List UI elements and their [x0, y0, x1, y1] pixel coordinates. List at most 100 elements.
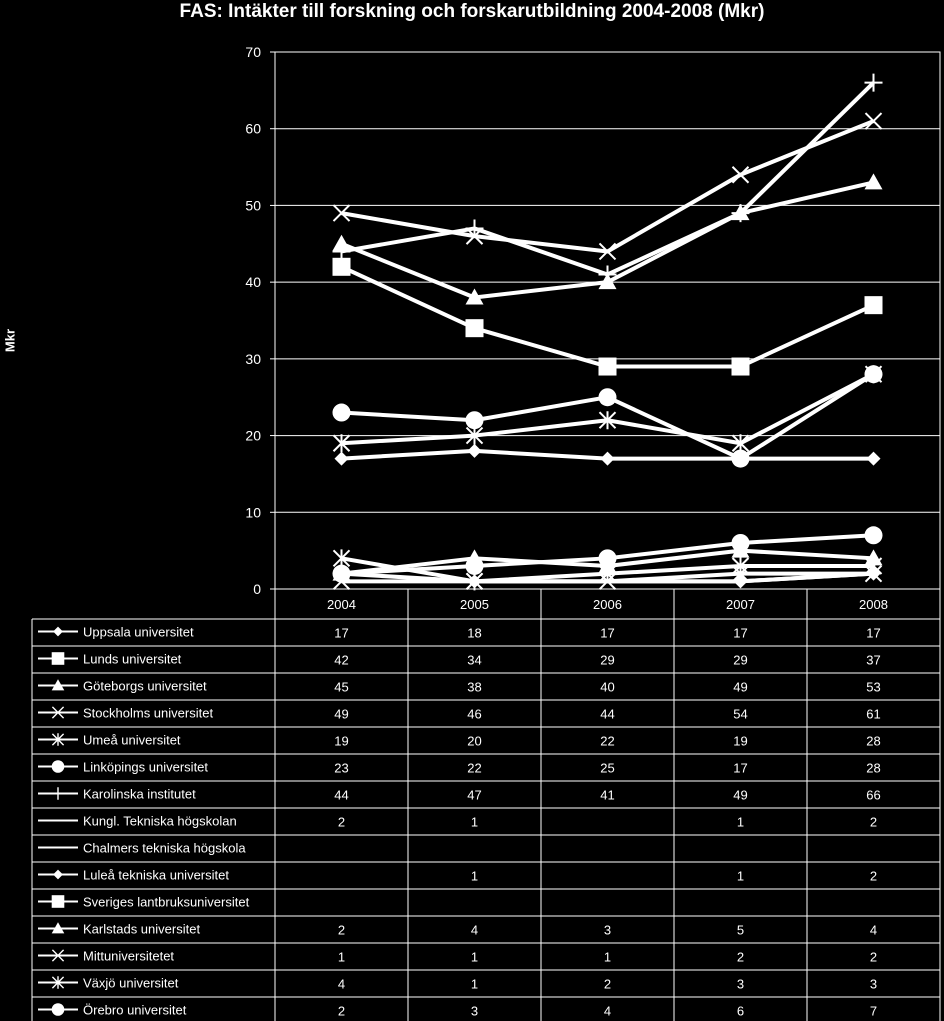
data-label: 4: [471, 923, 478, 938]
y-tick-label: 70: [245, 44, 261, 60]
data-point: [332, 257, 351, 276]
data-point: [731, 434, 750, 453]
legend-entry: Karlstads universitet: [83, 922, 200, 937]
data-label: 29: [600, 653, 614, 668]
series: [332, 73, 883, 284]
data-point: [731, 357, 750, 376]
legend-key-marker: [51, 733, 65, 746]
series-line: [341, 81, 875, 277]
data-label: 2: [338, 1004, 345, 1019]
data-label: 2: [870, 869, 877, 884]
series: [334, 443, 881, 466]
data-point: [731, 166, 750, 184]
data-label: 23: [334, 761, 348, 776]
data-label: 6: [737, 1004, 744, 1019]
legend-entry: Lunds universitet: [83, 652, 182, 667]
data-point: [598, 549, 617, 568]
legend-key-marker: [53, 626, 63, 637]
data-label: 19: [334, 734, 348, 749]
x-tick-label: 2008: [859, 597, 888, 612]
data-point: [733, 574, 748, 589]
series: [332, 257, 883, 376]
y-tick-label: 50: [245, 197, 261, 213]
legend-key-marker: [51, 976, 65, 989]
legend-entry: Växjö universitet: [83, 976, 179, 991]
data-point: [465, 288, 484, 305]
data-point: [334, 451, 349, 466]
legend-entry: Umeå universitet: [83, 733, 181, 748]
data-point: [465, 426, 484, 445]
data-label: 3: [870, 977, 877, 992]
y-tick-label: 10: [245, 504, 261, 520]
data-point: [731, 556, 750, 575]
data-label: 1: [471, 950, 478, 965]
data-point: [864, 556, 883, 575]
data-label: 2: [338, 815, 345, 830]
legend-key-marker: [51, 787, 65, 800]
data-label: 34: [467, 653, 481, 668]
legend-entry: Linköpings universitet: [83, 760, 208, 775]
data-label: 49: [334, 707, 348, 722]
data-label: 1: [737, 869, 744, 884]
legend-key-marker: [51, 706, 65, 719]
y-tick-label: 40: [245, 274, 261, 290]
y-tick-label: 20: [245, 428, 261, 444]
data-point: [731, 533, 750, 552]
data-label: 47: [467, 788, 481, 803]
data-label: 49: [733, 680, 747, 695]
data-label: 38: [467, 680, 481, 695]
data-label: 22: [467, 761, 481, 776]
data-label: 1: [338, 950, 345, 965]
data-label: 2: [338, 923, 345, 938]
data-label: 19: [733, 734, 747, 749]
legend-entry: Göteborgs universitet: [83, 679, 207, 694]
data-point: [864, 173, 883, 190]
data-point: [731, 449, 750, 468]
series: [332, 526, 883, 583]
data-label: 25: [600, 761, 614, 776]
legend-entry: Kungl. Tekniska högskolan: [83, 814, 237, 829]
data-table: 2004 2005 2006 2007 2008 Uppsala universitet 1…: [31, 589, 941, 1021]
data-label: 3: [737, 977, 744, 992]
data-label: 42: [334, 653, 348, 668]
data-label: 49: [733, 788, 747, 803]
data-point: [465, 219, 484, 238]
data-point: [864, 296, 883, 315]
legend-key-marker: [51, 895, 65, 908]
data-label: 17: [334, 626, 348, 641]
data-label: 22: [600, 734, 614, 749]
data-label: 53: [866, 680, 880, 695]
data-point: [465, 572, 484, 591]
legend-key-marker: [53, 869, 63, 880]
x-tick-label: 2004: [327, 597, 356, 612]
data-point: [332, 204, 351, 222]
legend-entry: Chalmers tekniska högskola: [83, 841, 246, 856]
data-label: 66: [866, 788, 880, 803]
legend-entry: Örebro universitet: [83, 1003, 187, 1018]
data-point: [332, 434, 351, 453]
legend-key-marker: [51, 1003, 65, 1016]
data-point: [864, 365, 883, 384]
y-tick-label: 0: [253, 581, 261, 597]
data-label: 2: [604, 977, 611, 992]
data-point: [332, 242, 351, 261]
series-line: [341, 119, 875, 254]
data-point: [598, 242, 617, 261]
data-point: [332, 403, 351, 422]
data-label: 44: [600, 707, 614, 722]
data-label: 29: [733, 653, 747, 668]
data-label: 2: [870, 950, 877, 965]
data-label: 17: [733, 626, 747, 641]
legend-key-marker: [51, 679, 65, 691]
data-label: 37: [866, 653, 880, 668]
legend-entry: Luleå tekniska universitet: [83, 868, 229, 883]
data-point: [598, 411, 617, 430]
data-label: 61: [866, 707, 880, 722]
data-label: 3: [471, 1004, 478, 1019]
data-point: [731, 204, 750, 223]
legend-key-marker: [51, 949, 65, 962]
data-label: 18: [467, 626, 481, 641]
legend-key-marker: [51, 922, 65, 934]
data-label: 2: [737, 950, 744, 965]
